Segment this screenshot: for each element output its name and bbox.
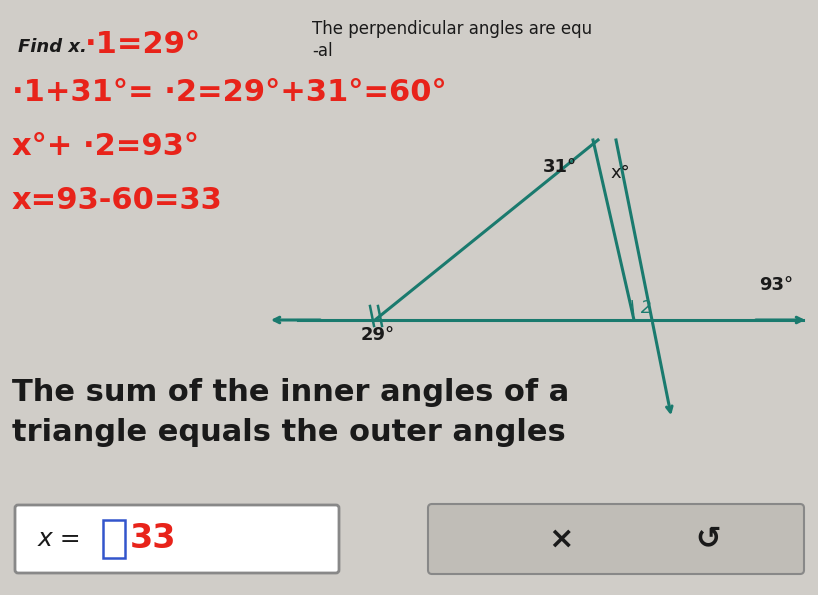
Text: x°: x° <box>610 164 630 182</box>
Text: triangle equals the outer angles: triangle equals the outer angles <box>12 418 566 447</box>
Text: x°+ ∙2=93°: x°+ ∙2=93° <box>12 132 199 161</box>
FancyBboxPatch shape <box>103 520 125 558</box>
Text: -al: -al <box>312 42 333 60</box>
Text: x =: x = <box>38 527 90 551</box>
Text: x=93-60=33: x=93-60=33 <box>12 186 222 215</box>
FancyBboxPatch shape <box>428 504 804 574</box>
Text: ×: × <box>548 525 573 553</box>
Text: The perpendicular angles are equ: The perpendicular angles are equ <box>312 20 592 38</box>
Text: ↺: ↺ <box>695 525 721 553</box>
Text: The sum of the inner angles of a: The sum of the inner angles of a <box>12 378 569 407</box>
Text: 29°: 29° <box>361 326 395 344</box>
Text: Find x.: Find x. <box>18 38 87 56</box>
Text: ∙1=29°: ∙1=29° <box>85 30 201 59</box>
Text: ∙1+31°= ∙2=29°+31°=60°: ∙1+31°= ∙2=29°+31°=60° <box>12 78 447 107</box>
Text: \ 2: \ 2 <box>630 298 651 316</box>
FancyBboxPatch shape <box>15 505 339 573</box>
Text: 33: 33 <box>130 522 177 556</box>
Text: 31°: 31° <box>543 158 578 176</box>
Text: 93°: 93° <box>759 276 793 294</box>
